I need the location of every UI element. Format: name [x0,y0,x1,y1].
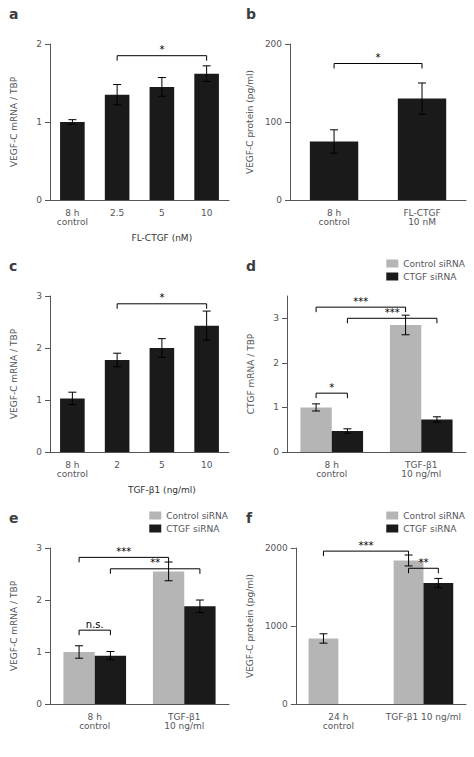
svg-text:10 nM: 10 nM [408,217,436,227]
svg-text:***: *** [116,546,131,557]
svg-text:CTGF mRNA / TBP: CTGF mRNA / TBP [246,333,256,414]
svg-text:f: f [246,510,253,526]
svg-text:200: 200 [265,39,282,49]
svg-text:**: ** [150,557,160,568]
svg-text:100: 100 [265,117,282,127]
svg-text:control: control [323,721,354,731]
svg-text:1: 1 [36,117,42,127]
svg-text:*: * [329,382,334,393]
svg-text:0: 0 [36,699,42,709]
svg-text:*: * [159,44,164,55]
svg-text:VEGF-C protein (pg/ml): VEGF-C protein (pg/ml) [245,70,255,174]
svg-text:e: e [9,510,19,526]
svg-text:1: 1 [36,647,42,657]
svg-text:2000: 2000 [265,543,288,553]
svg-text:1: 1 [273,402,279,412]
svg-text:10 ng/ml: 10 ng/ml [401,469,441,479]
svg-text:0: 0 [273,447,279,457]
svg-text:2: 2 [273,358,279,368]
svg-text:5: 5 [159,460,165,470]
svg-text:2.5: 2.5 [110,208,124,218]
svg-text:3: 3 [36,291,42,301]
svg-text:2: 2 [36,595,42,605]
svg-text:5: 5 [159,208,165,218]
svg-text:0: 0 [36,195,42,205]
svg-text:0: 0 [276,195,282,205]
svg-text:10: 10 [201,460,213,470]
svg-text:***: *** [359,540,374,551]
svg-text:VEGF-C mRNA / TBP: VEGF-C mRNA / TBP [9,328,19,419]
svg-text:VEGF-C mRNA / TBP: VEGF-C mRNA / TBP [9,76,19,167]
svg-text:a: a [9,6,18,22]
svg-text:0: 0 [282,699,288,709]
svg-text:10: 10 [201,208,213,218]
svg-text:8 h: 8 h [324,459,339,470]
svg-text:Control siRNA: Control siRNA [166,511,229,521]
svg-text:24 h: 24 h [328,711,349,722]
svg-text:1: 1 [36,395,42,405]
svg-text:FL-CTGF: FL-CTGF [403,207,441,218]
svg-text:8 h: 8 h [326,207,342,218]
svg-text:TGF-β1: TGF-β1 [168,711,201,722]
svg-text:CTGF siRNA: CTGF siRNA [403,524,457,534]
svg-text:***: *** [385,307,400,318]
svg-text:control: control [57,469,88,479]
svg-text:control: control [79,721,110,731]
svg-text:0: 0 [36,447,42,457]
svg-text:3: 3 [273,313,279,323]
svg-text:2: 2 [114,460,120,470]
svg-text:8 h: 8 h [87,711,102,722]
svg-text:**: ** [418,557,428,568]
svg-text:CTGF siRNA: CTGF siRNA [166,524,220,534]
svg-text:Control siRNA: Control siRNA [403,259,466,269]
svg-text:VEGF-C protein (pg/ml): VEGF-C protein (pg/ml) [245,574,255,678]
svg-text:*: * [159,292,164,303]
svg-text:10 ng/ml: 10 ng/ml [164,721,204,731]
svg-text:VEGF-C mRNA / TBP: VEGF-C mRNA / TBP [9,580,19,671]
svg-text:1000: 1000 [265,621,288,631]
svg-text:8 h: 8 h [65,207,80,218]
svg-text:b: b [246,6,256,22]
svg-text:control: control [57,217,88,227]
svg-text:TGF-β1: TGF-β1 [405,459,438,470]
svg-text:n.s.: n.s. [86,619,104,630]
svg-text:2: 2 [36,39,42,49]
svg-text:control: control [316,469,347,479]
svg-text:3: 3 [36,543,42,553]
svg-text:CTGF siRNA: CTGF siRNA [403,272,457,282]
svg-text:8 h: 8 h [65,459,80,470]
svg-text:2: 2 [36,343,42,353]
svg-text:d: d [246,258,256,274]
svg-text:Control siRNA: Control siRNA [403,511,466,521]
svg-text:control: control [318,217,349,227]
svg-text:*: * [376,52,381,63]
svg-text:***: *** [353,296,368,307]
svg-text:c: c [9,258,17,274]
svg-text:TGF-β1 10 ng/ml: TGF-β1 10 ng/ml [385,712,461,722]
svg-text:FL-CTGF (nM): FL-CTGF (nM) [132,233,193,243]
svg-text:TGF-β1 (ng/ml): TGF-β1 (ng/ml) [127,485,196,495]
